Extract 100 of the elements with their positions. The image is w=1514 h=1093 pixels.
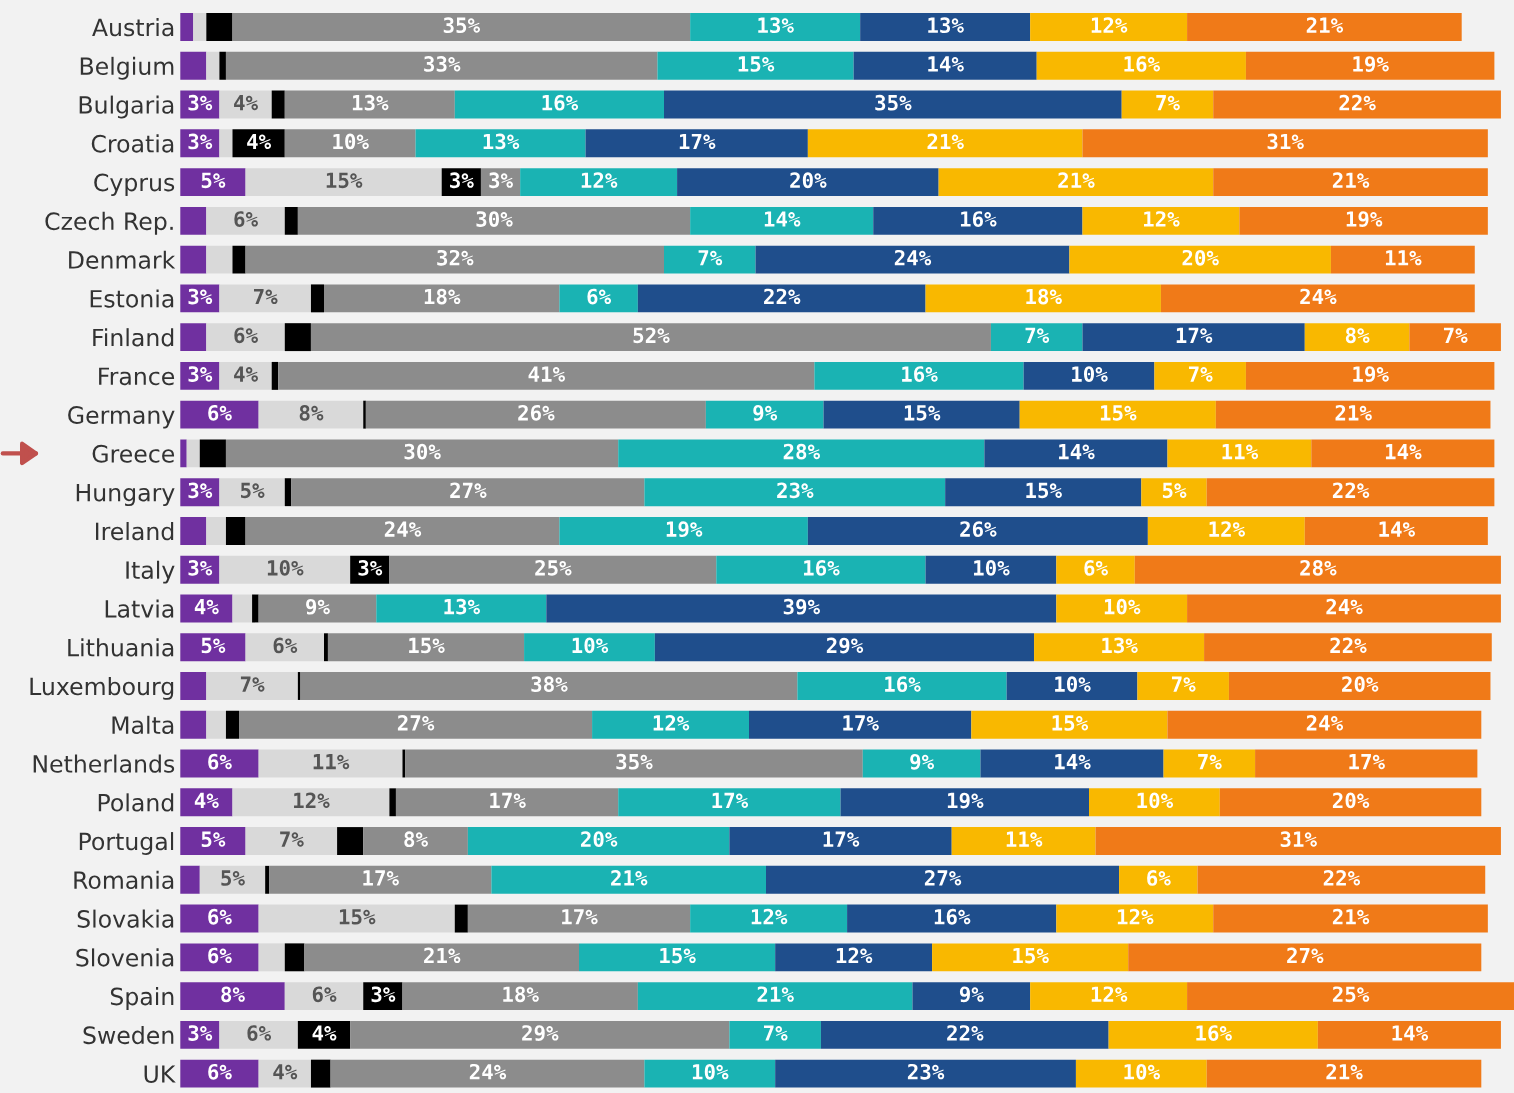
data-label: 21% xyxy=(927,133,964,150)
data-label: 8% xyxy=(1345,327,1370,344)
data-label: 15% xyxy=(1013,947,1049,964)
y-tick-label: Slovenia xyxy=(76,948,174,967)
data-label: 16% xyxy=(542,94,579,111)
data-label: 18% xyxy=(503,986,539,1003)
bar xyxy=(365,400,706,429)
data-label: 13% xyxy=(928,17,964,34)
data-label: 12% xyxy=(1117,908,1154,925)
data-label: 17% xyxy=(823,831,860,847)
data-label: 19% xyxy=(1353,366,1389,383)
y-tick-label: Latvia xyxy=(105,599,174,618)
data-label: 13% xyxy=(483,133,520,150)
data-label: 15% xyxy=(660,947,696,964)
bar xyxy=(932,943,1129,972)
data-label: 12% xyxy=(1209,521,1245,537)
data-label: 24% xyxy=(1306,715,1344,731)
data-label: 21% xyxy=(611,870,648,886)
bar xyxy=(258,749,403,778)
bar xyxy=(814,361,1024,390)
bar xyxy=(245,168,442,197)
bar xyxy=(1228,672,1491,700)
bar xyxy=(245,245,665,274)
data-label: 30% xyxy=(404,443,441,460)
bar xyxy=(840,788,1089,817)
bar xyxy=(912,982,1031,1011)
data-label: 3% xyxy=(188,288,213,305)
bar xyxy=(546,594,1057,623)
data-label: 9% xyxy=(910,753,935,770)
bar xyxy=(749,710,972,739)
data-label: 10% xyxy=(333,133,369,150)
data-label: 7% xyxy=(763,1025,788,1041)
bar xyxy=(258,943,285,972)
bar xyxy=(389,788,396,817)
bar xyxy=(1330,245,1475,274)
bar xyxy=(1082,129,1488,158)
bar xyxy=(664,245,756,274)
bar xyxy=(284,90,455,119)
bar xyxy=(245,516,560,545)
bar xyxy=(271,90,285,119)
data-label: 4% xyxy=(234,95,258,111)
bar xyxy=(180,51,207,80)
bar xyxy=(310,1059,331,1088)
data-label: 6% xyxy=(247,1025,272,1041)
data-label: 35% xyxy=(443,17,480,34)
data-label: 10% xyxy=(1137,792,1174,809)
bar xyxy=(654,633,1035,662)
data-label: 19% xyxy=(666,521,703,538)
bar xyxy=(180,672,207,700)
bar xyxy=(1082,206,1240,235)
bar xyxy=(239,710,593,739)
bar xyxy=(219,129,233,158)
bar xyxy=(180,245,207,274)
data-label: 31% xyxy=(1280,831,1317,848)
data-label: 11% xyxy=(313,754,350,770)
data-label: 24% xyxy=(894,249,932,266)
data-label: 3% xyxy=(188,482,213,499)
bar xyxy=(376,594,547,623)
bar xyxy=(350,1020,730,1049)
bar xyxy=(1206,1059,1482,1088)
bar xyxy=(775,943,933,972)
data-label: 41% xyxy=(528,366,565,382)
bar xyxy=(1167,710,1482,739)
y-tick-label: France xyxy=(99,367,175,386)
bar xyxy=(405,749,863,778)
data-label: 7% xyxy=(1198,754,1222,770)
bar xyxy=(690,904,848,933)
data-label: 29% xyxy=(826,637,864,654)
data-label: 3% xyxy=(188,133,213,150)
bar xyxy=(1213,904,1488,933)
data-label: 15% xyxy=(1026,482,1062,499)
data-label: 8% xyxy=(404,831,428,848)
data-label: 3% xyxy=(358,559,383,576)
bar xyxy=(491,865,767,894)
data-label: 5% xyxy=(201,637,226,654)
data-label: 12% xyxy=(1091,986,1128,1002)
bar xyxy=(1187,13,1462,41)
data-label: 14% xyxy=(1392,1025,1429,1041)
data-label: 35% xyxy=(616,753,653,770)
y-tick-label: Czech Rep. xyxy=(45,211,173,235)
bar xyxy=(984,439,1168,468)
bar xyxy=(1075,1059,1207,1088)
data-label: 20% xyxy=(1332,792,1370,809)
data-label: 15% xyxy=(1100,405,1137,421)
y-tick-label: Croatia xyxy=(91,134,174,153)
bar xyxy=(729,1020,821,1049)
y-tick-label: Finland xyxy=(93,328,174,347)
data-label: 12% xyxy=(751,908,788,925)
bar xyxy=(180,943,259,972)
data-label: 25% xyxy=(535,559,572,576)
bar xyxy=(300,672,798,700)
data-label: 27% xyxy=(450,482,487,498)
data-label: 9% xyxy=(959,986,984,1003)
bar xyxy=(206,672,298,700)
data-label: 14% xyxy=(764,211,801,227)
y-tick-label: Lithuania xyxy=(68,638,174,657)
y-tick-label: UK xyxy=(144,1065,176,1083)
bar xyxy=(862,749,981,778)
data-label: 7% xyxy=(280,831,304,847)
bar xyxy=(1245,361,1495,390)
